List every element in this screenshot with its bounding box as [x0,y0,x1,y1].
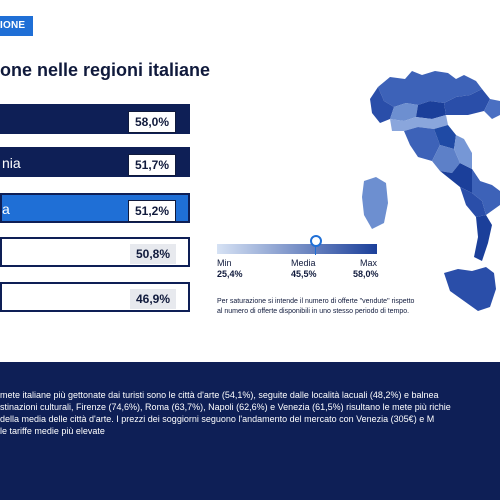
map-region [440,163,480,193]
chart-title: one nelle regioni italiane [0,60,211,80]
section-tag: IONE [0,16,34,36]
definition-note: Per saturazione si intende il numero di … [217,298,415,315]
legend-media-marker [310,235,322,247]
bar-label: nia [2,155,21,171]
legend-max-label: Max [360,258,378,268]
map-region [432,145,460,173]
bar-row-1: 58,0% [0,104,190,134]
bar-row-5: 46,9% [0,282,190,312]
map-region [472,169,500,215]
footer-line: le tariffe medie più elevate [0,426,105,436]
map-region [362,177,388,229]
legend-media-label: Media [291,258,316,268]
bar-value: 46,9% [129,289,176,309]
footer-panel: mete italiane più gettonate dai turisti … [0,362,500,500]
map-region [474,215,492,261]
legend-gradient [217,244,377,254]
map-region [390,103,418,121]
map-region [404,127,440,161]
map-region [378,71,482,107]
bar-row-4: 50,8% [0,237,190,267]
map-region [454,135,472,169]
legend-max-value: 58,0% [353,269,379,279]
bar-value: 51,7% [127,154,176,176]
map-region [434,125,456,149]
legend-min-value: 25,4% [217,269,243,279]
footer-line: stinazioni culturali, Firenze (74,6%), R… [0,402,451,412]
bar-value: 50,8% [129,244,176,264]
bar-row-2: nia 51,7% [0,147,190,177]
legend-min-label: Min [217,258,232,268]
bar-value: 58,0% [127,111,176,133]
bar-value: 51,2% [127,200,176,222]
map-region [444,89,490,115]
italy-map [362,71,500,311]
bar-label: a [2,201,10,217]
bar-row-3: a 51,2% [0,193,190,223]
legend-media-line [315,245,316,255]
map-region [390,115,448,131]
footer-line: mete italiane più gettonate dai turisti … [0,390,439,400]
map-region [416,101,446,119]
map-region [484,99,500,119]
footer-line: della media delle città d'arte. I prezzi… [0,414,435,424]
map-region [444,267,496,311]
map-region [370,87,394,123]
map-region [460,187,486,217]
legend-media-value: 45,5% [291,269,317,279]
